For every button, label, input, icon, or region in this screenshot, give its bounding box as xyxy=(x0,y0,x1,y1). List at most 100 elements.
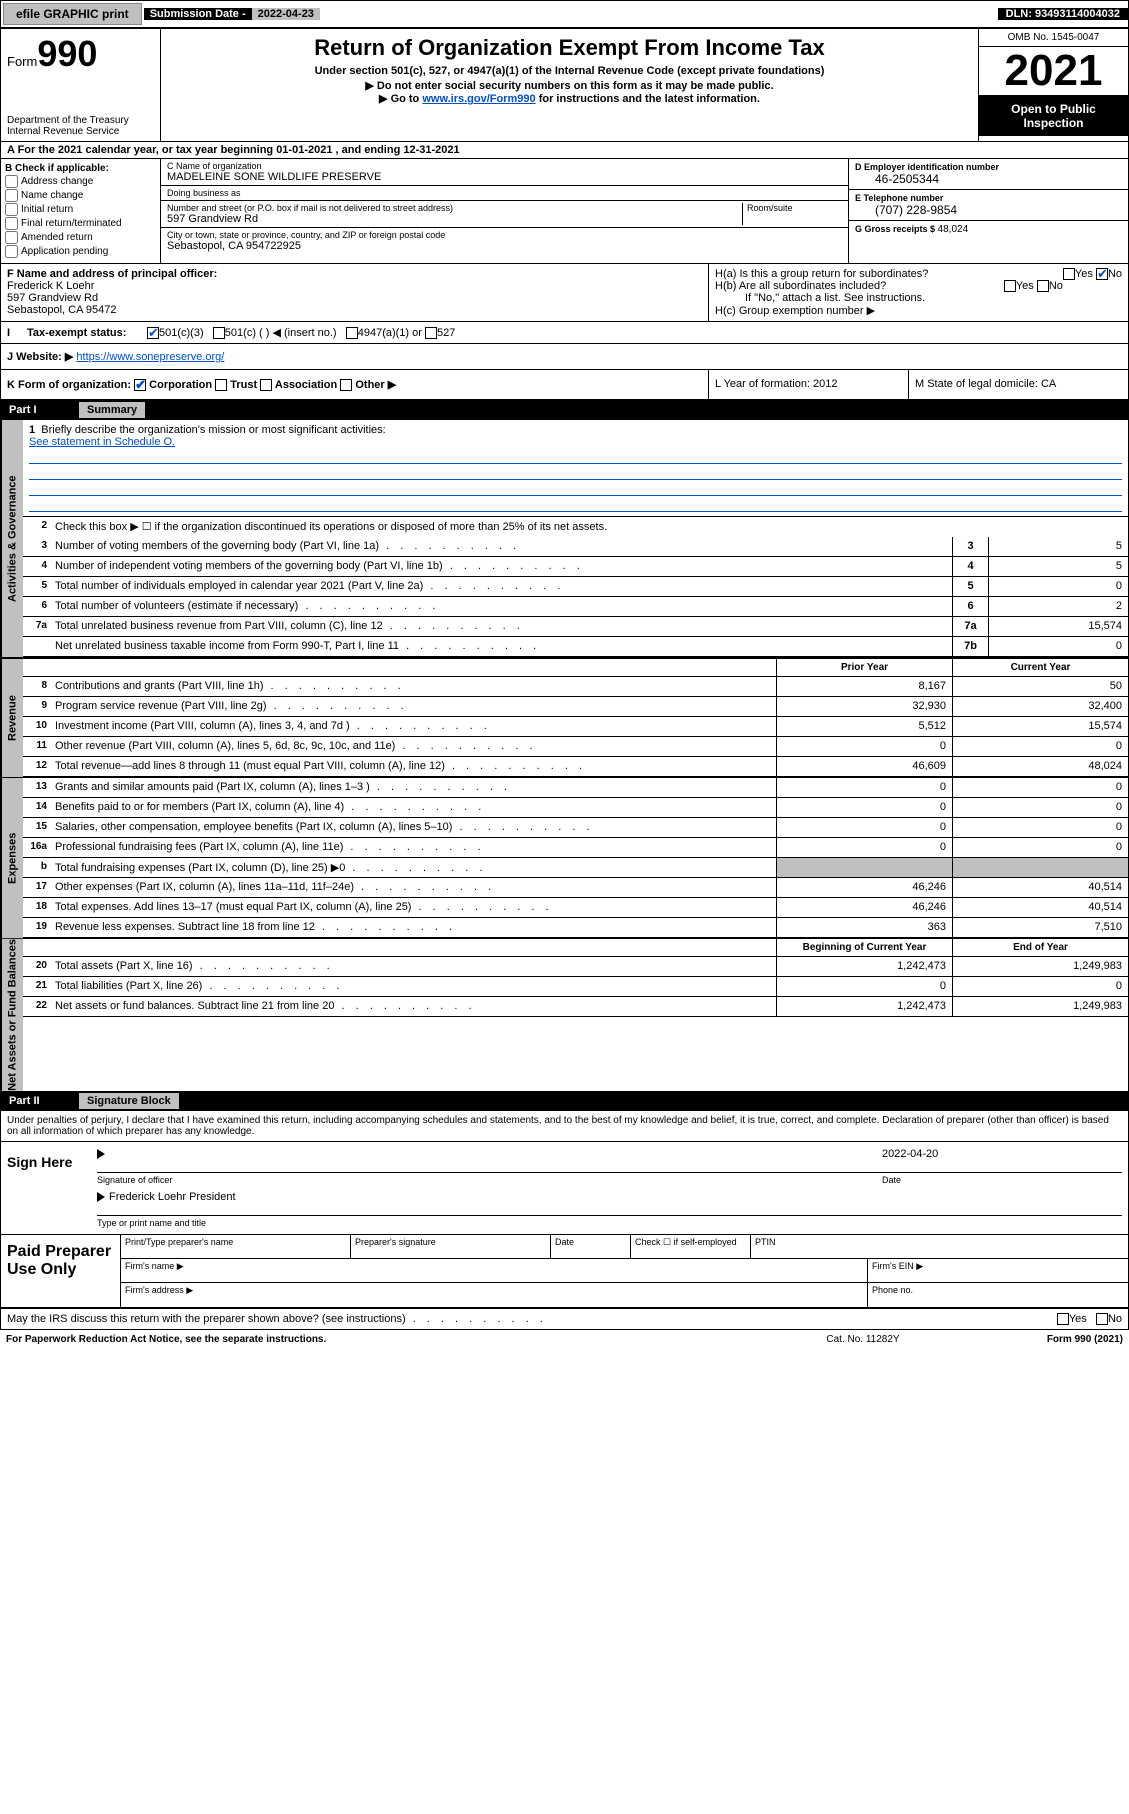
f-addr1: 597 Grandview Rd xyxy=(7,292,702,304)
f-label: F Name and address of principal officer: xyxy=(7,268,702,280)
line-num: 18 xyxy=(23,898,51,917)
prep-h2: Preparer's signature xyxy=(351,1235,551,1258)
form-number: Form990 xyxy=(7,33,154,75)
chk-501c3[interactable] xyxy=(147,327,159,339)
ha-row: H(a) Is this a group return for subordin… xyxy=(715,268,1122,280)
line-prior: 0 xyxy=(776,977,952,996)
summary-line: 6 Total number of volunteers (estimate i… xyxy=(23,597,1128,617)
line-num: 6 xyxy=(23,597,51,616)
chk-4947[interactable] xyxy=(346,327,358,339)
discuss-no-chk[interactable] xyxy=(1096,1313,1108,1325)
chk-pending[interactable]: Application pending xyxy=(5,245,156,258)
summary-line: 9 Program service revenue (Part VIII, li… xyxy=(23,697,1128,717)
section-bcd: B Check if applicable: Address change Na… xyxy=(1,159,1128,264)
line2-num: 2 xyxy=(23,517,51,537)
chk-assoc[interactable] xyxy=(260,379,272,391)
schedule-o-link[interactable]: See statement in Schedule O. xyxy=(29,436,175,448)
line-label: Other expenses (Part IX, column (A), lin… xyxy=(51,878,776,897)
line-box: 6 xyxy=(952,597,988,616)
cat-no: Cat. No. 11282Y xyxy=(763,1334,963,1345)
line-num: 11 xyxy=(23,737,51,756)
part2-title: Signature Block xyxy=(79,1093,179,1109)
line-box: 7b xyxy=(952,637,988,656)
line-prior: 46,246 xyxy=(776,898,952,917)
summary-line: 8 Contributions and grants (Part VIII, l… xyxy=(23,677,1128,697)
chk-address-change[interactable]: Address change xyxy=(5,175,156,188)
revenue-section: Revenue Prior Year Current Year 8 Contri… xyxy=(1,657,1128,777)
chk-corp[interactable] xyxy=(134,379,146,391)
chk-amended[interactable]: Amended return xyxy=(5,231,156,244)
form-num-footer: 990 xyxy=(1075,1334,1092,1345)
sign-here-label: Sign Here xyxy=(1,1142,91,1234)
line-label: Total fundraising expenses (Part IX, col… xyxy=(51,858,776,877)
ha-no-chk[interactable] xyxy=(1096,268,1108,280)
line-prior: 8,167 xyxy=(776,677,952,696)
form-ref: Form 990 (2021) xyxy=(963,1334,1123,1345)
ha-yes-chk[interactable] xyxy=(1063,268,1075,280)
officer-name: Frederick Loehr President xyxy=(109,1191,236,1203)
f-addr2: Sebastopol, CA 95472 xyxy=(7,304,702,316)
line-num: 22 xyxy=(23,997,51,1016)
irs-label: Internal Revenue Service xyxy=(7,126,154,137)
header-right: OMB No. 1545-0047 2021 Open to Public In… xyxy=(978,29,1128,141)
line-label: Salaries, other compensation, employee b… xyxy=(51,818,776,837)
d-ein-val: 46-2505344 xyxy=(855,172,1122,186)
mission-num: 1 xyxy=(29,424,35,436)
discuss-label: May the IRS discuss this return with the… xyxy=(7,1313,1057,1325)
line-prior: 46,246 xyxy=(776,878,952,897)
summary-line: 13 Grants and similar amounts paid (Part… xyxy=(23,778,1128,798)
b-heading: B Check if applicable: xyxy=(5,163,156,174)
header-left: Form990 Department of the Treasury Inter… xyxy=(1,29,161,141)
part1-num: Part I xyxy=(9,404,79,416)
netassets-section: Net Assets or Fund Balances Beginning of… xyxy=(1,938,1128,1091)
line-prior: 0 xyxy=(776,818,952,837)
hb-row: H(b) Are all subordinates included? Yes … xyxy=(715,280,1122,292)
opt-other: Other ▶ xyxy=(355,379,396,391)
hdr-prior: Prior Year xyxy=(776,659,952,676)
hb-yes-chk[interactable] xyxy=(1004,280,1016,292)
chk-trust[interactable] xyxy=(215,379,227,391)
website-link[interactable]: https://www.sonepreserve.org/ xyxy=(76,351,224,363)
chk-name-change[interactable]: Name change xyxy=(5,189,156,202)
opt-corp: Corporation xyxy=(149,379,212,391)
part1-title: Summary xyxy=(79,402,145,418)
chk-label: Application pending xyxy=(21,246,108,257)
line-num xyxy=(23,637,51,656)
efile-print-button[interactable]: efile GRAPHIC print xyxy=(3,3,142,25)
summary-line: 11 Other revenue (Part VIII, column (A),… xyxy=(23,737,1128,757)
form-word: Form xyxy=(7,54,37,69)
subtitle-1: Under section 501(c), 527, or 4947(a)(1)… xyxy=(167,65,972,77)
chk-other[interactable] xyxy=(340,379,352,391)
hb-no-chk[interactable] xyxy=(1037,280,1049,292)
line-label: Net unrelated business taxable income fr… xyxy=(51,637,952,656)
line-num: 13 xyxy=(23,778,51,797)
sidetab-revenue: Revenue xyxy=(1,659,23,777)
line-curr: 7,510 xyxy=(952,918,1128,937)
prep-h3: Date xyxy=(551,1235,631,1258)
opt-527: 527 xyxy=(437,327,455,339)
line-prior: 0 xyxy=(776,798,952,817)
c-city-label: City or town, state or province, country… xyxy=(167,230,842,240)
discuss-yes-chk[interactable] xyxy=(1057,1313,1069,1325)
line-curr: 48,024 xyxy=(952,757,1128,776)
line-2: 2 Check this box ▶ ☐ if the organization… xyxy=(23,517,1128,537)
line-label: Number of independent voting members of … xyxy=(51,557,952,576)
goto-pre: ▶ Go to xyxy=(379,93,422,105)
chk-527[interactable] xyxy=(425,327,437,339)
chk-501c[interactable] xyxy=(213,327,225,339)
c-dba-label: Doing business as xyxy=(167,188,842,198)
line-curr: 32,400 xyxy=(952,697,1128,716)
irs-link[interactable]: www.irs.gov/Form990 xyxy=(422,93,535,105)
chk-initial-return[interactable]: Initial return xyxy=(5,203,156,216)
submission-date: 2022-04-23 xyxy=(252,8,320,20)
row-a-taxyear: A For the 2021 calendar year, or tax yea… xyxy=(1,142,1128,159)
line-num: 19 xyxy=(23,918,51,937)
line-curr: 0 xyxy=(952,737,1128,756)
hdr-curr: Current Year xyxy=(952,659,1128,676)
line-prior: 0 xyxy=(776,737,952,756)
chk-final-return[interactable]: Final return/terminated xyxy=(5,217,156,230)
summary-line: 21 Total liabilities (Part X, line 26) 0… xyxy=(23,977,1128,997)
preparer-addr-row: Firm's address ▶ Phone no. xyxy=(121,1283,1128,1307)
line-num: 9 xyxy=(23,697,51,716)
line-num: 5 xyxy=(23,577,51,596)
